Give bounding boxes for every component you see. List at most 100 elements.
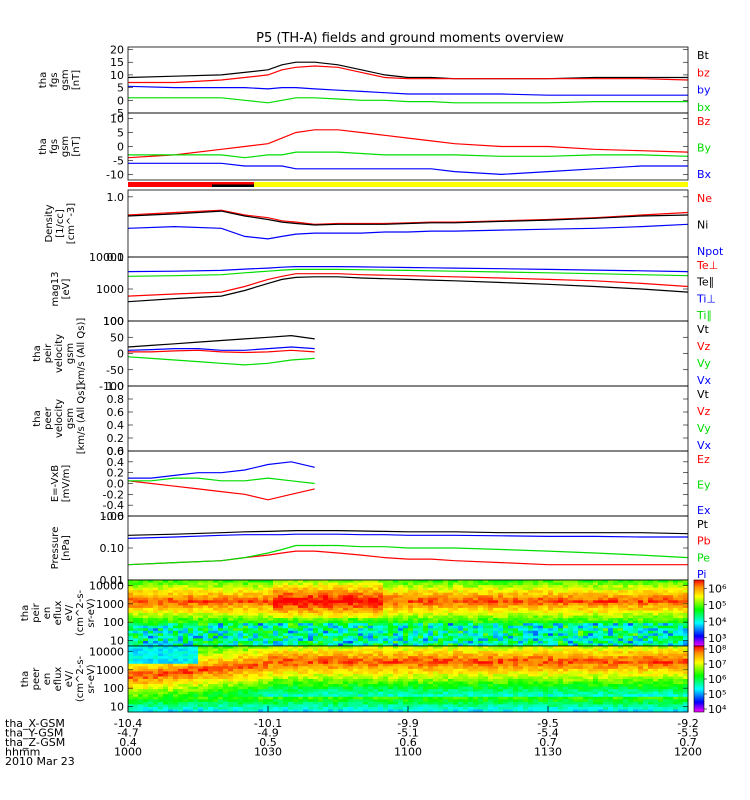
spectrogram-cell (463, 694, 469, 698)
spectrogram-cell (513, 600, 519, 604)
spectrogram-cell (178, 653, 184, 657)
spectrogram-cell (638, 643, 644, 647)
spectrogram-cell (448, 671, 454, 675)
spectrogram-cell (558, 595, 564, 599)
spectrogram-cell (598, 590, 604, 594)
spectrogram-cell (358, 696, 364, 700)
spectrogram-cell (228, 704, 234, 708)
spectrogram-cell (543, 610, 549, 614)
spectrogram-cell (473, 648, 479, 652)
spectrogram-cell (338, 638, 344, 642)
spectrogram-cell (418, 582, 424, 586)
spectrogram-cell (148, 648, 154, 652)
spectrogram-cell (428, 701, 434, 705)
spectrogram-cell (348, 673, 354, 677)
spectrogram-cell (403, 643, 409, 647)
spectrogram-cell (658, 597, 664, 601)
spectrogram-cell (238, 628, 244, 632)
spectrogram-cell (238, 686, 244, 690)
spectrogram-cell (498, 600, 504, 604)
spectrogram-cell (473, 661, 479, 665)
series-line-ey (128, 477, 315, 485)
spectrogram-cell (578, 623, 584, 627)
spectrogram-cell (463, 590, 469, 594)
spectrogram-cell (438, 691, 444, 695)
spectrogram-cell (668, 613, 674, 616)
spectrogram-cell (238, 600, 244, 604)
spectrogram-cell (198, 602, 204, 606)
spectrogram-cell (408, 610, 414, 614)
spectrogram-cell (353, 686, 359, 690)
spectrogram-cell (168, 587, 174, 591)
spectrogram-cell (448, 704, 454, 708)
spectrogram-cell (513, 625, 519, 629)
spectrogram-cell (293, 658, 299, 662)
spectrogram-cell (358, 709, 364, 713)
spectrogram-cell (573, 595, 579, 599)
spectrogram-cell (488, 610, 494, 614)
spectrogram-cell (503, 607, 509, 611)
spectrogram-cell (353, 684, 359, 688)
spectrogram-cell (298, 701, 304, 705)
series-line-vz (128, 349, 315, 354)
spectrogram-cell (293, 633, 299, 637)
spectrogram-cell (143, 661, 149, 665)
spectrogram-cell (413, 602, 419, 606)
spectrogram-cell (273, 638, 279, 642)
spectrogram-cell (683, 580, 689, 583)
spectrogram-cell (163, 691, 169, 695)
spectrogram-cell (228, 666, 234, 670)
spectrogram-cell (408, 696, 414, 700)
spectrogram-cell (618, 623, 624, 627)
spectrogram-cell (288, 686, 294, 690)
spectrogram-cell (563, 620, 569, 624)
spectrogram-cell (353, 610, 359, 614)
spectrogram-cell (193, 661, 199, 665)
spectrogram-cell (553, 623, 559, 627)
spectrogram-cell (293, 671, 299, 675)
spectrogram-cell (178, 618, 184, 622)
spectrogram-cell (183, 597, 189, 601)
spectrogram-cell (378, 602, 384, 606)
spectrogram-cell (148, 656, 154, 660)
spectrogram-cell (403, 704, 409, 708)
spectrogram-cell (303, 630, 309, 634)
spectrogram-cell (423, 623, 429, 627)
legend-ne: Ne (697, 192, 712, 205)
spectrogram-cell (248, 605, 254, 609)
spectrogram-cell (458, 666, 464, 670)
spectrogram-cell (383, 605, 389, 609)
spectrogram-cell (433, 610, 439, 614)
spectrogram-cell (338, 582, 344, 586)
spectrogram-cell (253, 600, 259, 604)
spectrogram-cell (198, 658, 204, 662)
spectrogram-cell (333, 630, 339, 634)
spectrogram-cell (623, 595, 629, 599)
spectrogram-cell (143, 668, 149, 672)
spectrogram-cell (168, 620, 174, 624)
spectrogram-cell (358, 646, 364, 649)
spectrogram-cell (338, 656, 344, 660)
spectrogram-cell (653, 615, 659, 619)
spectrogram-cell (463, 646, 469, 649)
spectrogram-cell (538, 618, 544, 622)
spectrogram-cell (198, 671, 204, 675)
spectrogram-cell (363, 658, 369, 662)
spectrogram-cell (583, 602, 589, 606)
spectrogram-cell (683, 602, 689, 606)
spectrogram-cell (428, 638, 434, 642)
spectrogram-cell (458, 625, 464, 629)
spectrogram-cell (158, 580, 164, 583)
spectrogram-cell (533, 607, 539, 611)
spectrogram-cell (158, 684, 164, 688)
spectrogram-cell (198, 686, 204, 690)
spectrogram-cell (448, 673, 454, 677)
spectrogram-cell (328, 679, 334, 682)
spectrogram-cell (198, 610, 204, 614)
spectrogram-cell (318, 658, 324, 662)
spectrogram-cell (473, 592, 479, 596)
spectrogram-cell (248, 666, 254, 670)
spectrogram-cell (213, 585, 219, 589)
spectrogram-cell (373, 607, 379, 611)
